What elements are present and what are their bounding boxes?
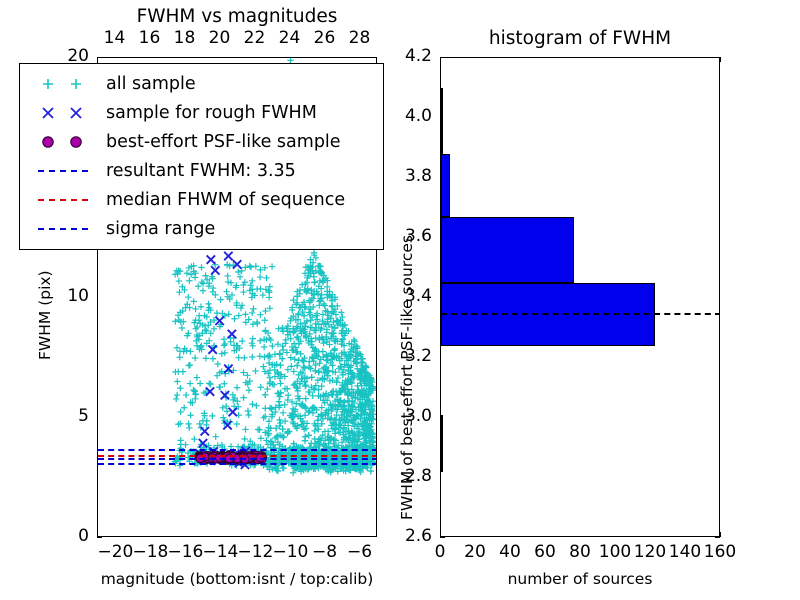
hist-x-tick-mark <box>720 532 722 537</box>
legend-label: sigma range <box>106 219 216 239</box>
legend-box[interactable]: all sample sample for rough FWHM best-effo… <box>19 63 384 250</box>
hist-y-tick-label: 4.2 <box>404 46 432 66</box>
legend-line-sample <box>38 170 88 172</box>
left-top-tick-label: 24 <box>278 28 301 48</box>
legend-label: sample for rough FWHM <box>106 103 317 123</box>
hist-y-tick-label: 2.6 <box>404 526 432 546</box>
left-y-tick-label: 0 <box>78 526 89 546</box>
left-bottom-tick-label: −14 <box>202 542 239 562</box>
scatter-plot-area <box>98 58 376 536</box>
histogram-bar <box>441 217 574 283</box>
hist-resultant-fwhm-line <box>441 313 719 315</box>
histogram-bar <box>441 415 444 472</box>
hist-y-tick-label: 3.6 <box>404 226 432 246</box>
left-top-tick-label: 20 <box>208 28 231 48</box>
left-y-axis-label: FWHM (pix) <box>36 270 54 360</box>
left-y-tick-mark <box>97 537 102 539</box>
left-top-tick-label: 28 <box>348 28 371 48</box>
right-y-axis-label: FWHM of best-effort PSF-like sources <box>398 234 416 520</box>
legend-label: all sample <box>106 74 196 94</box>
left-bottom-tick-label: −16 <box>167 542 204 562</box>
left-bottom-tick-label: −20 <box>97 542 134 562</box>
dashdot-line <box>28 216 106 242</box>
plus-marker <box>28 71 106 97</box>
left-panel-title: FWHM vs magnitudes <box>136 6 338 27</box>
hist-x-tick-label: 160 <box>703 542 737 562</box>
right-x-axis-label: number of sources <box>507 570 653 588</box>
legend-entry[interactable]: best-effort PSF-like sample <box>28 129 341 155</box>
histogram-plot-area <box>441 58 719 536</box>
legend-label: best-effort PSF-like sample <box>106 132 341 152</box>
left-top-tick-label: 18 <box>173 28 196 48</box>
legend-entry[interactable]: sample for rough FWHM <box>28 100 317 126</box>
hist-y-tick-mark <box>440 537 445 539</box>
hist-x-tick-label: 40 <box>499 542 521 562</box>
left-bottom-tick-label: −6 <box>346 542 373 562</box>
dashed-line <box>28 158 106 184</box>
legend-entry[interactable]: resultant FWHM: 3.35 <box>28 158 296 184</box>
legend-label: resultant FWHM: 3.35 <box>106 161 296 181</box>
reference-line-dashdot <box>98 463 376 466</box>
legend-label: median FHWM of sequence <box>106 190 346 210</box>
left-top-tick-label: 16 <box>138 28 161 48</box>
legend-line-sample <box>38 228 88 230</box>
hist-x-tick-mark-top <box>720 57 722 62</box>
hist-x-tick-label: 140 <box>668 542 702 562</box>
legend-entry[interactable]: all sample <box>28 71 196 97</box>
hist-y-tick-label: 3.8 <box>404 166 432 186</box>
reference-line-dashdot <box>98 448 376 451</box>
left-y-tick-label: 5 <box>78 406 89 426</box>
legend-entry[interactable]: sigma range <box>28 216 215 242</box>
left-bottom-tick-label: −18 <box>132 542 169 562</box>
rough-sample-markers <box>194 251 257 470</box>
left-top-tick-label: 22 <box>243 28 266 48</box>
left-x-axis-label: magnitude (bottom:isnt / top:calib) <box>100 570 374 588</box>
left-bottom-tick-label: −10 <box>272 542 309 562</box>
hist-y-tick-label: 3.2 <box>404 346 432 366</box>
hist-y-tick-label: 3.0 <box>404 406 432 426</box>
reference-line-dashed <box>98 455 376 458</box>
left-y-tick-label: 20 <box>67 46 89 66</box>
hist-x-tick-label: 120 <box>633 542 667 562</box>
hist-x-tick-label: 100 <box>598 542 632 562</box>
hist-x-tick-label: 20 <box>464 542 486 562</box>
legend-entry[interactable]: median FHWM of sequence <box>28 187 345 213</box>
circle-marker <box>28 129 106 155</box>
dashed-line <box>28 187 106 213</box>
cross-marker <box>28 100 106 126</box>
hist-y-tick-mark-right <box>715 537 720 539</box>
hist-y-tick-label: 2.8 <box>404 466 432 486</box>
left-top-tick-label: 14 <box>103 28 126 48</box>
legend-line-sample <box>38 199 88 201</box>
reference-line-dashed <box>98 457 376 460</box>
hist-x-tick-label: 60 <box>534 542 556 562</box>
hist-y-tick-label: 4.0 <box>404 106 432 126</box>
hist-x-tick-label: 0 <box>434 542 446 562</box>
left-bottom-tick-label: −8 <box>311 542 338 562</box>
right-panel-title: histogram of FWHM <box>488 28 672 49</box>
hist-x-tick-label: 80 <box>569 542 591 562</box>
hist-y-tick-label: 3.4 <box>404 286 432 306</box>
left-bottom-tick-label: −12 <box>237 542 274 562</box>
histogram-bar <box>441 88 444 154</box>
histogram-axes[interactable] <box>440 57 720 537</box>
histogram-bar <box>441 154 450 217</box>
left-top-tick-label: 26 <box>313 28 336 48</box>
left-y-tick-label: 10 <box>67 286 89 306</box>
